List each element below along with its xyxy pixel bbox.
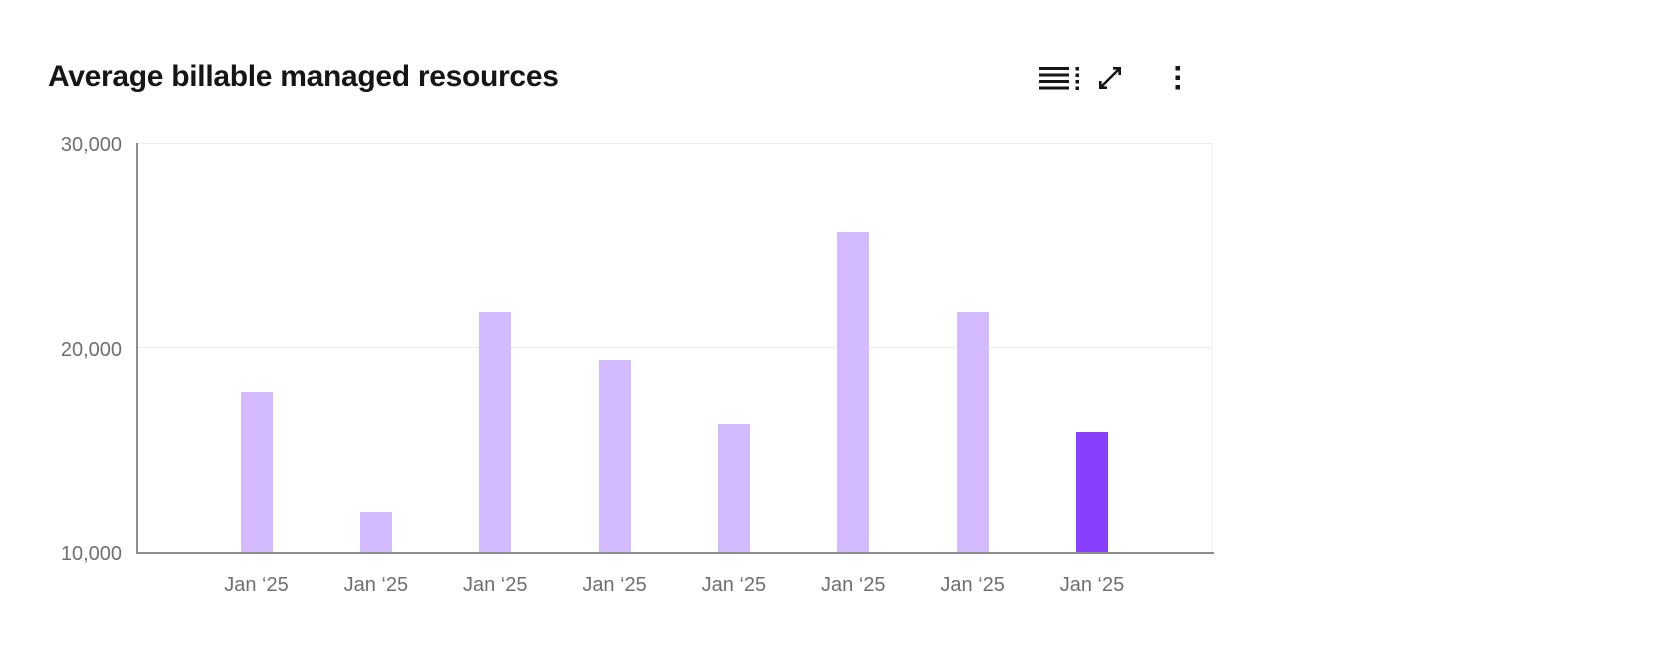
y-axis-tick-label: 30,000 [60,134,122,156]
x-axis-tick-label: Jan ‘25 [343,574,409,596]
data-table-icon [1038,66,1080,91]
x-axis-tick-label: Jan ‘25 [582,574,647,596]
x-axis-tick-label: Jan ‘25 [940,574,1005,596]
x-axis-tick-label: Jan ‘25 [1059,574,1125,596]
bar[interactable] [479,311,512,552]
chart-title: Average billable managed resources [48,60,559,93]
overflow-menu-icon [1175,65,1181,91]
x-axis-tick-label: Jan ‘25 [701,574,767,596]
y-axis-line [136,143,138,554]
gridline [138,142,1212,144]
gridline [138,347,1212,348]
plot-right-edge [1212,143,1213,552]
x-axis-tick-label: Jan ‘25 [462,574,528,596]
y-axis-tick-label: 20,000 [60,338,122,361]
x-axis-tick-label: Jan ‘25 [224,574,289,596]
bar[interactable] [359,512,392,552]
bar[interactable] [1075,431,1108,552]
chart-toolbar [1035,54,1202,102]
expand-icon [1094,62,1126,94]
bar[interactable] [956,311,989,552]
bar[interactable] [837,231,870,552]
bar[interactable] [598,359,631,552]
bar[interactable] [717,424,750,552]
x-axis-tick-label: Jan ‘25 [821,574,886,596]
overflow-menu-button[interactable] [1154,54,1202,102]
y-axis-tick-label: 10,000 [60,543,122,565]
x-axis-line [136,552,1214,554]
show-data-table-button[interactable] [1035,54,1083,102]
bar[interactable] [240,392,273,552]
expand-button[interactable] [1086,54,1134,102]
